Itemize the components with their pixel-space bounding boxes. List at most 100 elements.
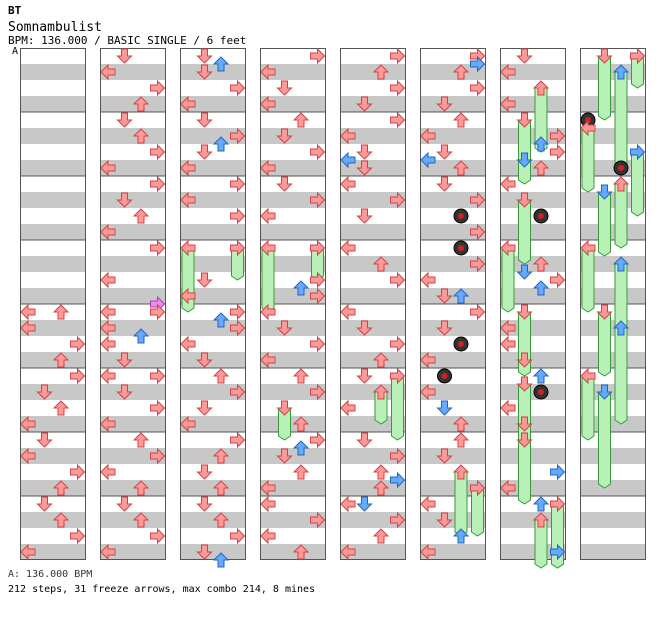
step-arrow-right [470, 223, 486, 241]
beat-stripe [260, 512, 326, 528]
step-arrow-up [292, 416, 310, 432]
beat-stripe [180, 224, 246, 240]
freeze-arrow-body [598, 55, 611, 121]
beat-stripe [100, 128, 166, 144]
beat-stripe [100, 320, 166, 336]
step-arrow-down [596, 184, 613, 200]
beat-stripe [500, 288, 566, 304]
step-arrow-left [340, 175, 356, 193]
step-arrow-left [340, 303, 356, 321]
beat-stripe [500, 544, 566, 560]
column-border [580, 48, 646, 560]
step-arrow-right [310, 239, 326, 257]
step-arrow-left [420, 543, 436, 561]
step-arrow-left [180, 415, 196, 433]
beat-stripe [100, 384, 166, 400]
beat-stripe [20, 352, 86, 368]
step-arrow-left [260, 63, 276, 81]
step-arrow-right [390, 47, 406, 65]
beat-stripe [20, 128, 86, 144]
step-arrow-left [100, 415, 116, 433]
step-arrow-up [132, 96, 150, 112]
beat-stripe [420, 416, 486, 432]
beat-stripe [500, 480, 566, 496]
beat-stripe [100, 64, 166, 80]
step-arrow-down [196, 144, 213, 160]
step-arrow-right [150, 399, 166, 417]
beat-stripe [20, 256, 86, 272]
step-arrow-right [550, 495, 566, 513]
step-arrow-right [310, 191, 326, 209]
beat-stripe [180, 160, 246, 176]
step-arrow-up [132, 208, 150, 224]
beat-stripe [580, 480, 646, 496]
step-arrow-left [500, 239, 516, 257]
beat-stripe [580, 288, 646, 304]
beat-stripe [20, 480, 86, 496]
step-arrow-down [436, 144, 453, 160]
chart-column-8 [580, 47, 646, 560]
freeze-arrow-body [581, 375, 595, 441]
step-arrow-left [260, 95, 276, 113]
beat-stripe [260, 480, 326, 496]
step-arrow-down [356, 320, 373, 336]
beat-stripe [420, 256, 486, 272]
beat-stripe [340, 352, 406, 368]
step-arrow-down [516, 416, 533, 432]
step-arrow-right [230, 431, 246, 449]
beat-stripe [180, 64, 246, 80]
step-arrow-down [196, 544, 213, 560]
step-arrow-right [470, 303, 486, 321]
step-arrow-right [310, 47, 326, 65]
step-arrow-up [372, 64, 390, 80]
step-arrow-up [532, 160, 550, 176]
step-arrow-up [132, 480, 150, 496]
beat-stripe [580, 256, 646, 272]
beat-stripe [100, 512, 166, 528]
step-arrow-right [230, 319, 246, 337]
beat-stripe [20, 224, 86, 240]
step-arrow-right [310, 335, 326, 353]
step-arrow-left [180, 95, 196, 113]
step-arrow-right [550, 271, 566, 289]
chart-column-4 [260, 47, 326, 560]
step-arrow-left [260, 303, 276, 321]
beat-stripe [420, 320, 486, 336]
step-arrow-down [356, 368, 373, 384]
beat-stripe [260, 544, 326, 560]
step-arrow-down [196, 64, 213, 80]
step-arrow-down [516, 48, 533, 64]
step-arrow-down [436, 512, 453, 528]
step-arrow-right [150, 367, 166, 385]
step-arrow-up [132, 328, 150, 344]
step-arrow-right [390, 271, 406, 289]
column-border [340, 48, 406, 560]
beat-stripe [420, 64, 486, 80]
step-arrow-up [52, 480, 70, 496]
step-arrow-up [212, 368, 230, 384]
freeze-arrow-body [581, 127, 595, 193]
beat-stripe [580, 64, 646, 80]
step-arrow-up [612, 64, 630, 80]
chart-meta: BPM: 136.000 / BASIC SINGLE / 6 feet [8, 34, 247, 47]
step-arrow-down [116, 384, 133, 400]
beat-stripe [100, 544, 166, 560]
step-arrow-left [100, 159, 116, 177]
step-arrow-left [100, 543, 116, 561]
step-arrow-up [212, 448, 230, 464]
step-arrow-down [36, 384, 53, 400]
column-border [420, 48, 486, 560]
beat-stripe [420, 352, 486, 368]
beat-stripe [500, 256, 566, 272]
step-arrow-left [500, 335, 516, 353]
beat-stripe [100, 256, 166, 272]
step-arrow-left [340, 399, 356, 417]
step-arrow-left [260, 159, 276, 177]
freeze-arrow-body [598, 191, 611, 257]
beat-stripe [420, 128, 486, 144]
step-arrow-right [310, 271, 326, 289]
step-arrow-down [356, 96, 373, 112]
beat-stripe [20, 544, 86, 560]
beat-stripe [420, 192, 486, 208]
step-arrow-down [116, 48, 133, 64]
